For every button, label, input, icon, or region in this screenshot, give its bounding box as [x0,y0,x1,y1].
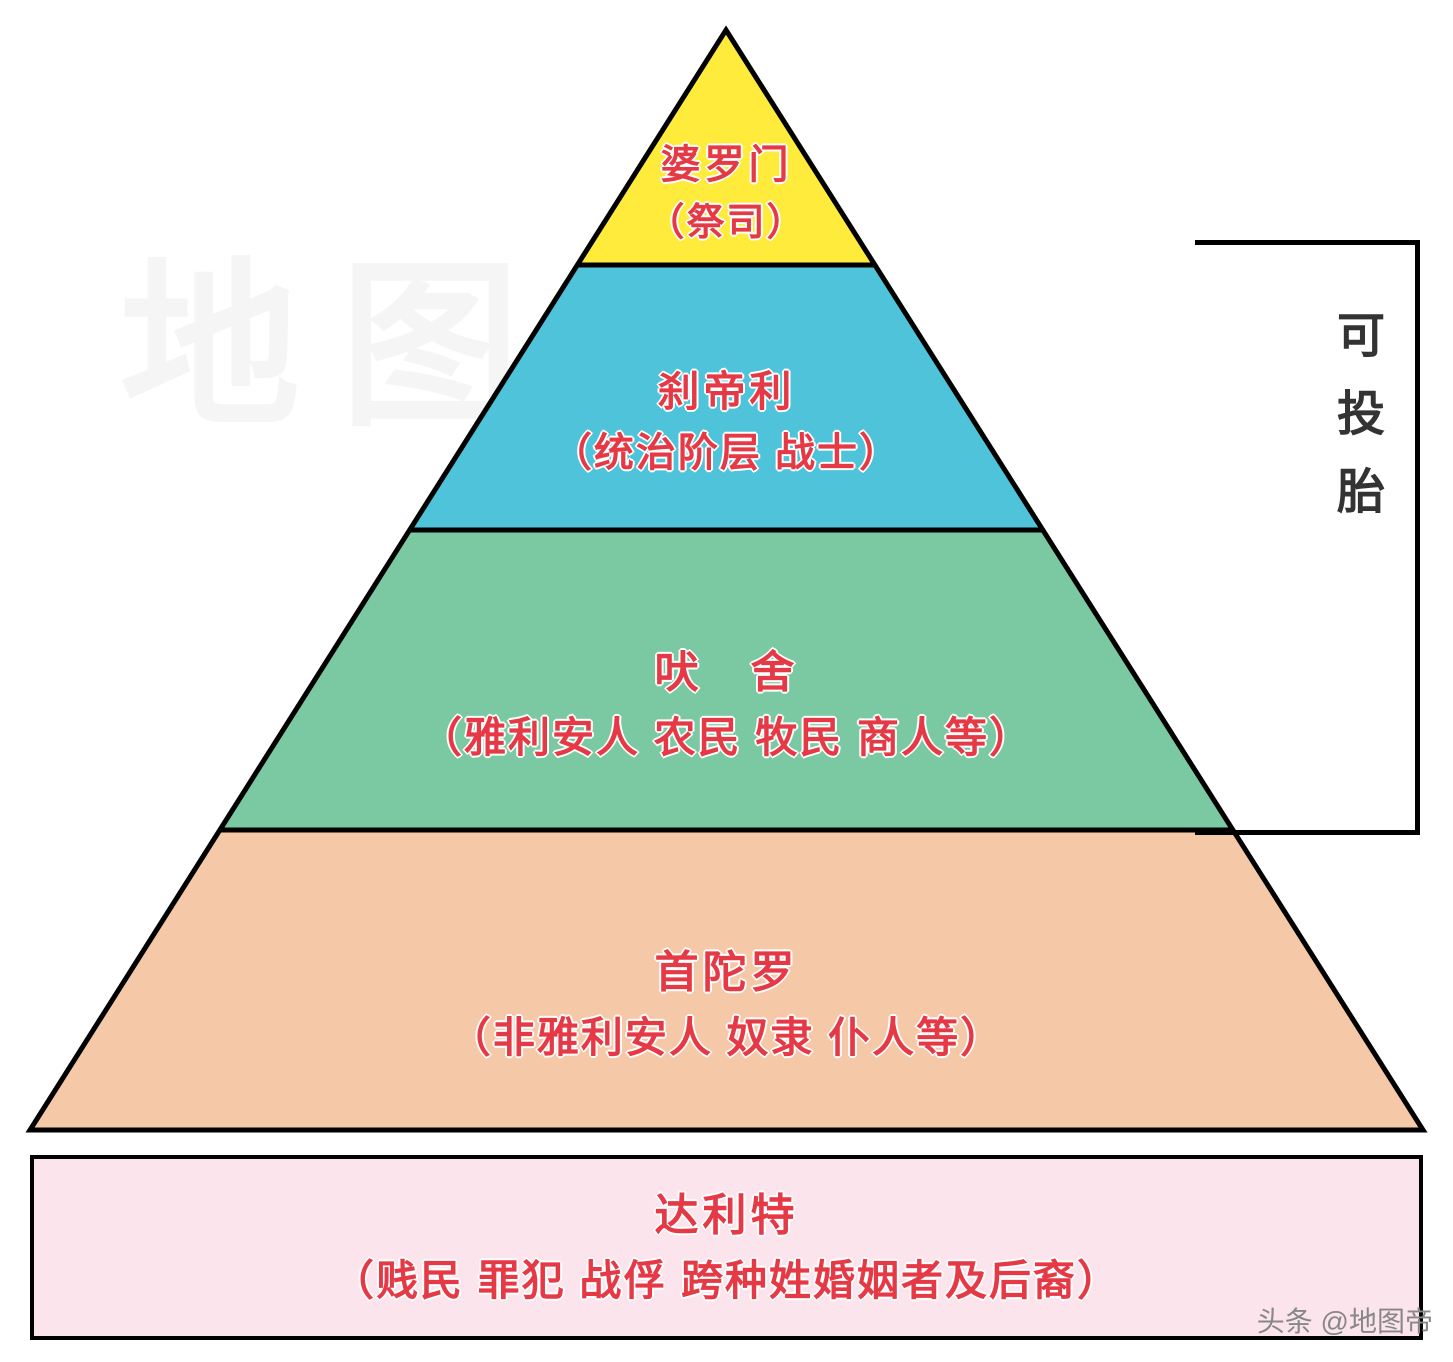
tier-3-label: 吠 舍 （雅利安人 农民 牧民 商人等） [0,640,1453,769]
tier-1-label: 婆罗门 （祭司） [0,135,1453,252]
tier-3-title: 吠 舍 [0,640,1453,706]
attribution-text: 头条 @地图帝 [1257,1300,1433,1340]
tier-2-desc: （统治阶层 战士） [0,423,1453,483]
diagram-container: 地图帝 婆罗门 （祭司） 刹帝利 （统治阶层 战士） 吠 舍 （雅利安人 农民 … [0,0,1453,1362]
tier-1-title: 婆罗门 [0,135,1453,195]
bottom-title: 达利特 [34,1183,1419,1249]
tier-2-title: 刹帝利 [0,360,1453,423]
bottom-box-content: 达利特 （贱民 罪犯 战俘 跨种姓婚姻者及后裔） [34,1183,1419,1312]
tier-3-desc: （雅利安人 农民 牧民 商人等） [0,706,1453,769]
bracket-label: 可投胎 [1320,310,1390,544]
bottom-box: 达利特 （贱民 罪犯 战俘 跨种姓婚姻者及后裔） [30,1155,1423,1340]
tier-4-label: 首陀罗 （非雅利安人 奴隶 仆人等） [0,940,1453,1069]
tier-2-label: 刹帝利 （统治阶层 战士） [0,360,1453,483]
tier-4-desc: （非雅利安人 奴隶 仆人等） [0,1006,1453,1069]
tier-1-desc: （祭司） [0,195,1453,252]
tier-4-title: 首陀罗 [0,940,1453,1006]
bottom-desc: （贱民 罪犯 战俘 跨种姓婚姻者及后裔） [34,1249,1419,1312]
